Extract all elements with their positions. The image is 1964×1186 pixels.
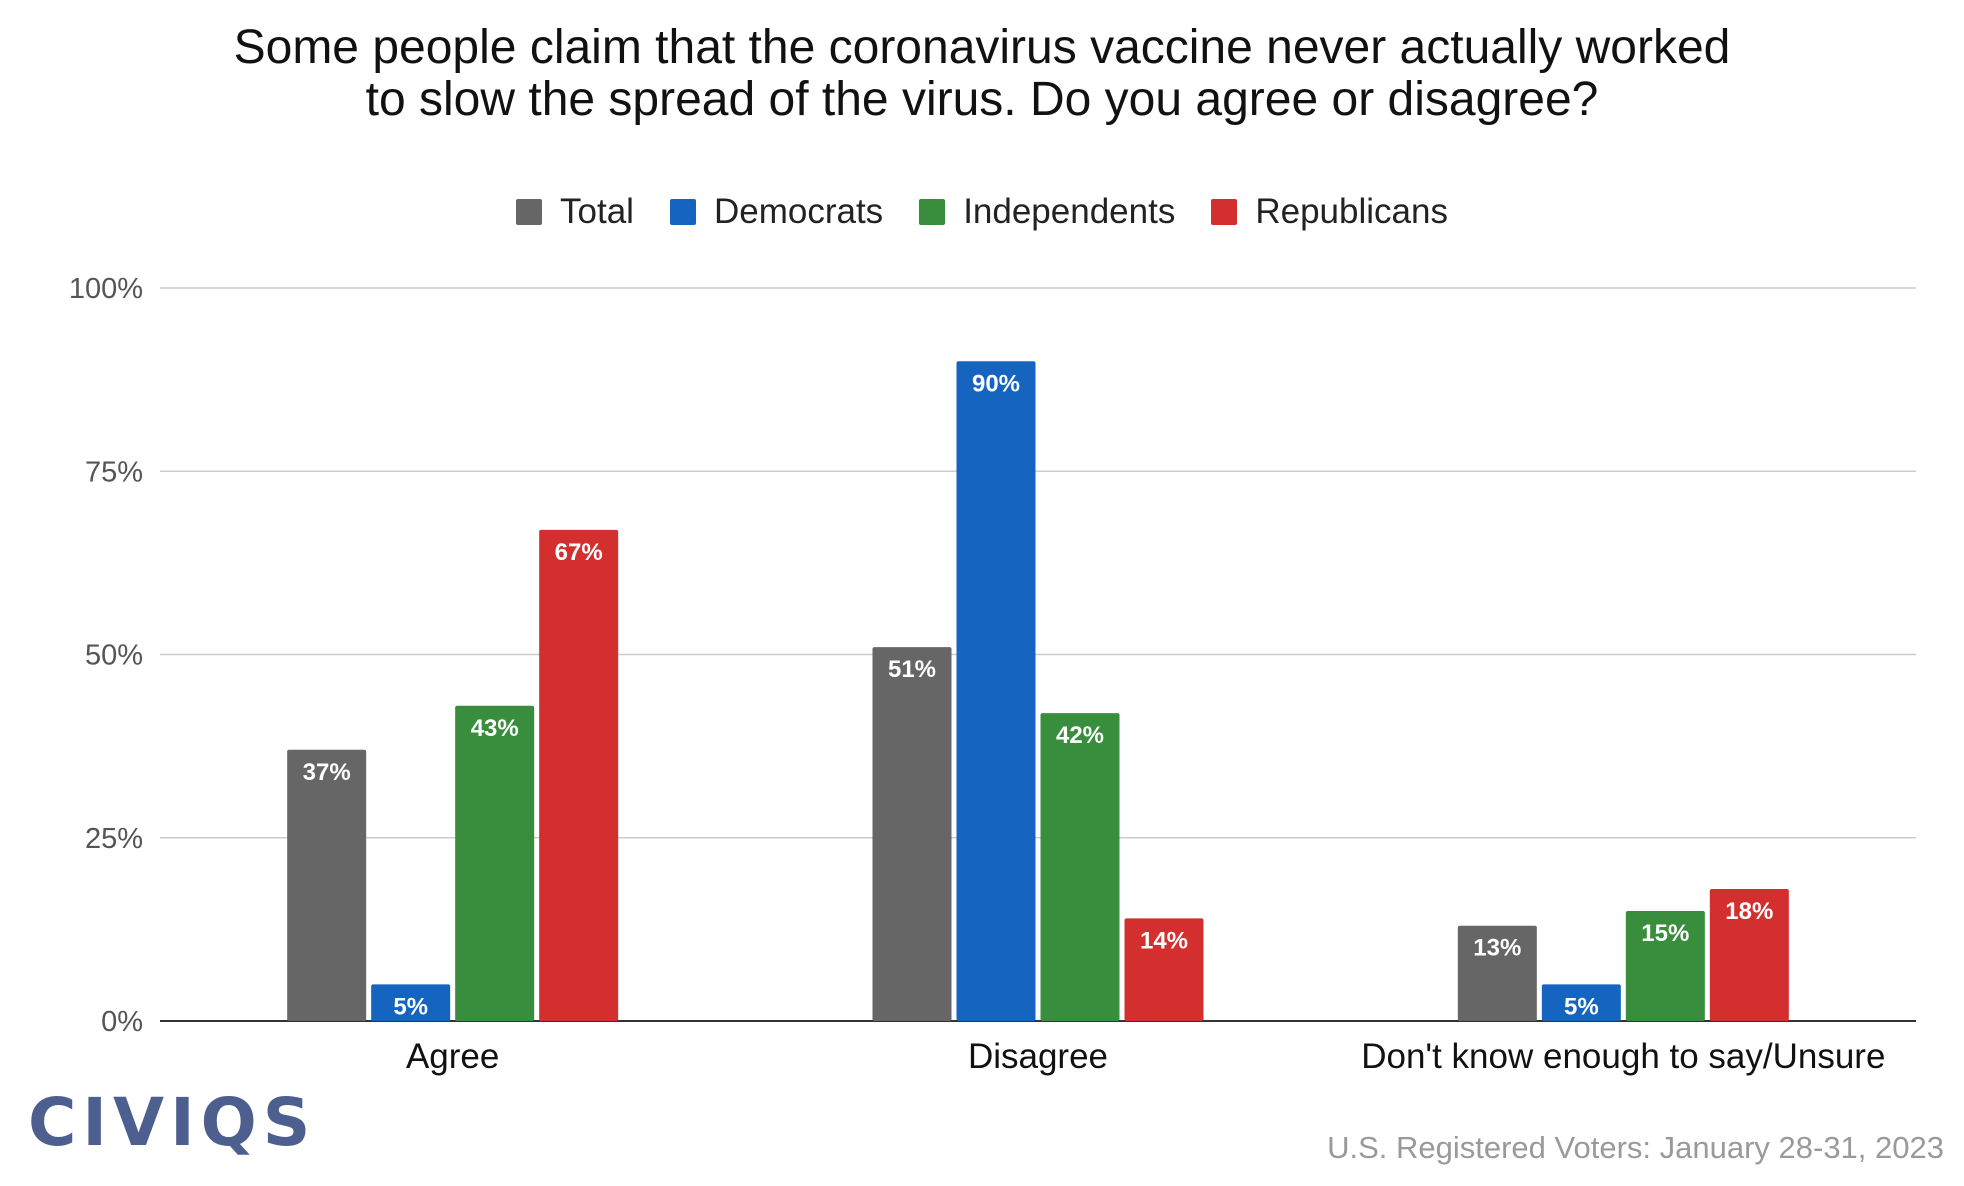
data-label-republicans-agree: 67%	[555, 539, 603, 566]
legend-swatch-democrats	[669, 199, 696, 225]
source-note: U.S. Registered Voters: January 28-31, 2…	[1327, 1130, 1944, 1165]
bar-independents-disagree	[1040, 713, 1120, 1021]
bars: 37% 5% 43% 67% 51% 90% 42% 14% 13% 5% 15% 18%	[287, 361, 1789, 1021]
chart-title-line-1: Some people claim that the coronavirus v…	[233, 21, 1731, 74]
bar-democrats-unsure	[1541, 984, 1621, 1021]
legend-item-republicans: Republicans	[1211, 192, 1448, 232]
data-label-democrats-unsure: 5%	[1564, 993, 1599, 1020]
chart-title-line-2: to slow the spread of the virus. Do you …	[365, 73, 1599, 126]
y-tick-label: 0%	[101, 1006, 143, 1038]
legend-swatch-independents	[919, 199, 946, 225]
data-label-independents-disagree: 42%	[1056, 722, 1104, 749]
y-tick-label: 25%	[85, 823, 143, 855]
chart-legend: Total Democrats Independents Republicans	[0, 192, 1964, 232]
data-label-total-unsure: 13%	[1473, 935, 1521, 962]
chart-title: Some people claim that the coronavirus v…	[0, 22, 1964, 126]
x-category-label-agree: Agree	[406, 1037, 499, 1076]
legend-item-democrats: Democrats	[669, 192, 884, 232]
civiqs-logo: CIVIQS	[28, 1084, 317, 1161]
data-label-republicans-disagree: 14%	[1140, 927, 1188, 954]
data-label-republicans-unsure: 18%	[1725, 898, 1773, 925]
legend-item-total: Total	[516, 192, 634, 232]
legend-label-republicans: Republicans	[1255, 192, 1448, 231]
data-label-total-agree: 37%	[303, 759, 351, 786]
y-axis-ticks: 0% 25% 50% 75% 100%	[69, 273, 143, 1038]
bar-republicans-unsure	[1709, 889, 1789, 1021]
data-label-democrats-agree: 5%	[393, 993, 428, 1020]
gridlines	[160, 287, 1916, 1022]
data-label-independents-agree: 43%	[471, 715, 519, 742]
bar-total-unsure	[1457, 925, 1537, 1021]
legend-label-democrats: Democrats	[713, 192, 884, 231]
data-label-independents-unsure: 15%	[1641, 920, 1689, 947]
data-label-democrats-disagree: 90%	[972, 370, 1020, 397]
bar-republicans-agree	[539, 529, 619, 1021]
bar-democrats-disagree	[956, 361, 1036, 1021]
y-tick-label: 100%	[69, 273, 143, 305]
legend-label-total: Total	[560, 192, 634, 231]
legend-label-independents: Independents	[963, 192, 1176, 231]
bar-republicans-disagree	[1124, 918, 1204, 1021]
bar-democrats-agree	[371, 984, 451, 1021]
legend-item-independents: Independents	[919, 192, 1175, 232]
bar-independents-agree	[455, 705, 535, 1021]
bar-independents-unsure	[1625, 911, 1705, 1021]
x-category-label-unsure: Don't know enough to say/Unsure	[1361, 1037, 1885, 1076]
bar-total-agree	[287, 749, 367, 1021]
y-tick-label: 50%	[85, 640, 143, 672]
y-tick-label: 75%	[85, 456, 143, 488]
x-axis-labels: Agree Disagree Don't know enough to say/Un…	[406, 1037, 1885, 1076]
data-label-total-disagree: 51%	[888, 656, 936, 683]
legend-swatch-total	[516, 199, 543, 225]
x-category-label-disagree: Disagree	[968, 1037, 1108, 1076]
bar-total-disagree	[872, 647, 952, 1021]
legend-swatch-republicans	[1211, 199, 1238, 225]
